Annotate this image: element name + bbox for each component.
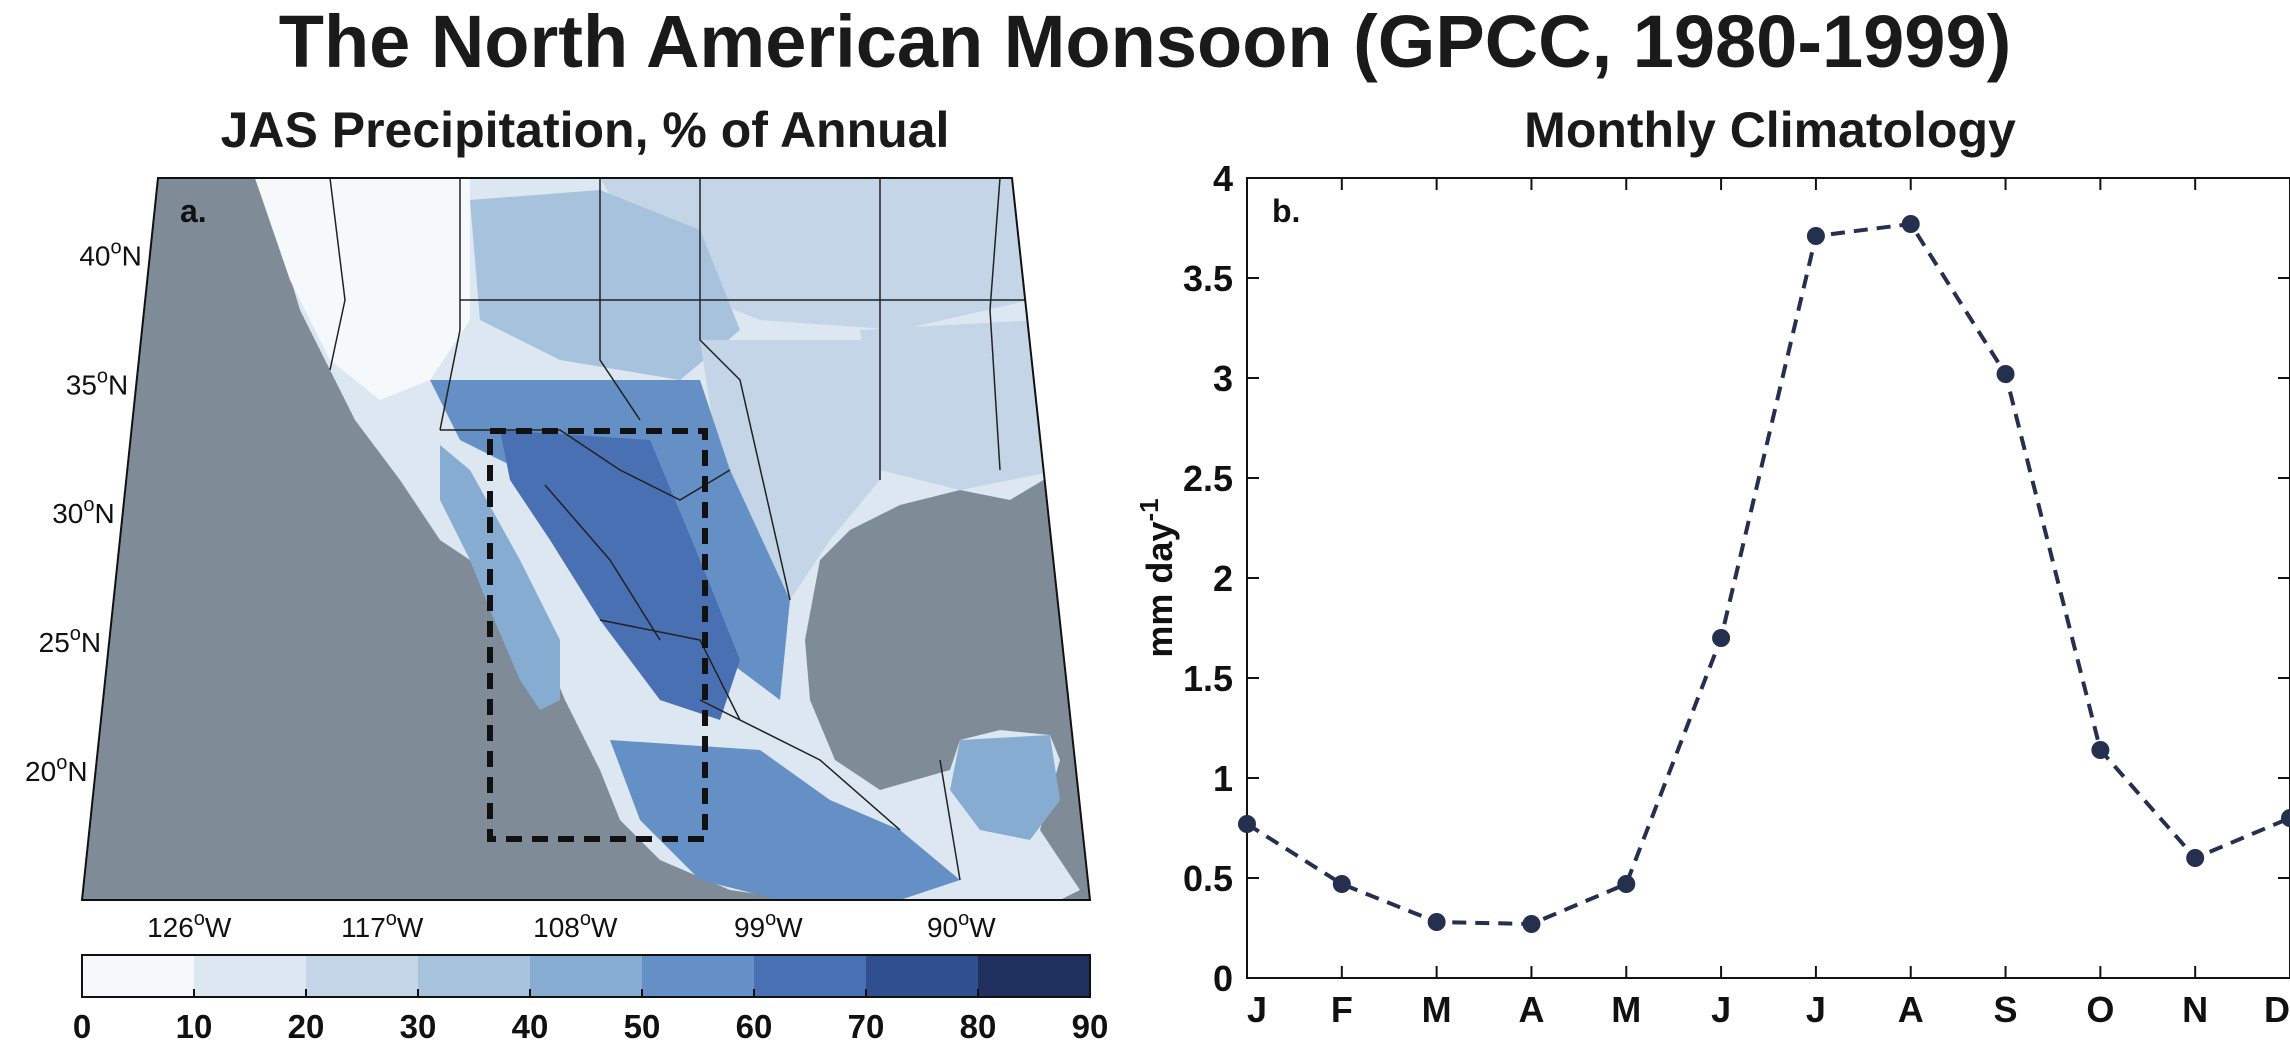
y-tick-label-2: 1 <box>1213 758 1233 799</box>
colorbar-tick-label-3: 30 <box>400 1008 437 1045</box>
colorbar-tick-label-0: 0 <box>73 1008 91 1045</box>
series-line <box>1245 221 2290 927</box>
colorbar-segment-8 <box>978 955 1091 997</box>
x-tick-label-0: J <box>1247 989 1267 1030</box>
data-point-3 <box>1522 915 1541 933</box>
colorbar-tick-label-7: 70 <box>848 1008 885 1045</box>
colorbar-segment-6 <box>754 955 867 997</box>
data-point-9 <box>2091 741 2110 759</box>
data-point-10 <box>2186 849 2205 867</box>
lat-tick-label-2: 30oN <box>52 494 115 529</box>
lon-tick-label-1: 117oW <box>341 908 424 943</box>
y-tick-label-0: 0 <box>1213 958 1233 999</box>
region-yucatan <box>950 735 1060 840</box>
colorbar-segment-2 <box>306 955 419 997</box>
colorbar-segment-5 <box>642 955 755 997</box>
y-tick-label-7: 3.5 <box>1183 258 1233 299</box>
series-markers <box>1238 215 2290 933</box>
x-tick-label-5: J <box>1711 989 1731 1030</box>
map-frame <box>80 177 1092 901</box>
line-chart-panel: b. 0 0.5 1 1.5 2 2.5 3 3.5 4 J F M A M J J A S O N D mm day… <box>1134 158 2290 1030</box>
data-point-1 <box>1332 875 1351 893</box>
lat-tick-label-3: 25oN <box>39 623 102 658</box>
y-axis-label-text: mm day <box>1139 522 1180 658</box>
longitude-ticks: 126oW 117oW 108oW 99oW 90oW <box>147 908 996 943</box>
colorbar-segment-4 <box>530 955 643 997</box>
baja-california <box>440 445 560 710</box>
data-point-0 <box>1238 815 1256 833</box>
colorbar-segment-0 <box>82 955 195 997</box>
colorbar-tick-label-2: 20 <box>288 1008 325 1045</box>
map-panel-title: JAS Precipitation, % of Annual <box>220 102 950 158</box>
climatology-panel-title: Monthly Climatology <box>1524 102 2016 158</box>
line-plot-frame <box>1246 177 2290 979</box>
data-point-5 <box>1712 629 1731 647</box>
y-tick-label-6: 3 <box>1213 358 1233 399</box>
colorbar-tick-label-8: 80 <box>960 1008 997 1045</box>
colorbar-frame <box>81 954 1091 998</box>
colorbar: 0 10 20 30 40 50 60 70 80 90 <box>73 954 1109 1045</box>
data-point-4 <box>1617 875 1636 893</box>
x-tick-label-11: D <box>2264 989 2290 1030</box>
colorbar-segment-1 <box>194 955 307 997</box>
region-colorado-plateau <box>470 190 740 380</box>
x-tick-label-4: M <box>1611 989 1641 1030</box>
analysis-region-box <box>487 428 708 842</box>
data-point-2 <box>1427 913 1446 931</box>
colorbar-tick-label-4: 40 <box>512 1008 549 1045</box>
y-tick-label-8: 4 <box>1213 158 1233 199</box>
y-axis-label: mm day-1 <box>1134 498 1180 657</box>
colorbar-segment-7 <box>866 955 979 997</box>
y-tick-label-3: 1.5 <box>1183 658 1233 699</box>
lon-tick-label-3: 99oW <box>734 908 803 943</box>
data-point-6 <box>1806 227 1825 245</box>
map-land <box>255 178 1080 900</box>
colorbar-tick-label-5: 50 <box>624 1008 661 1045</box>
colorbar-tick-label-9: 90 <box>1072 1008 1109 1045</box>
lat-tick-label-4: 20oN <box>25 752 88 787</box>
x-tick-label-9: O <box>2086 989 2114 1030</box>
colorbar-tick-label-1: 10 <box>176 1008 213 1045</box>
y-tick-label-5: 2.5 <box>1183 458 1233 499</box>
latitude-ticks: 40oN 35oN 30oN 25oN 20oN <box>25 236 142 787</box>
map-panel-label: a. <box>180 193 207 229</box>
y-tick-label-1: 0.5 <box>1183 858 1233 899</box>
lon-tick-label-4: 90oW <box>927 908 996 943</box>
y-tick-label-4: 2 <box>1213 558 1233 599</box>
lon-tick-label-2: 108oW <box>533 908 618 943</box>
y-axis-label-superscript: -1 <box>1134 498 1164 521</box>
figure-title: The North American Monsoon (GPCC, 1980-1… <box>278 0 2012 83</box>
x-tick-label-7: A <box>1898 989 1924 1030</box>
x-tick-label-6: J <box>1806 989 1826 1030</box>
colorbar-segment-3 <box>418 955 531 997</box>
y-axis-ticks: 0 0.5 1 1.5 2 2.5 3 3.5 4 <box>1183 158 2290 999</box>
lat-tick-label-1: 35oN <box>66 365 129 400</box>
political-borders <box>329 178 1040 881</box>
x-tick-label-3: A <box>1518 989 1544 1030</box>
x-tick-label-2: M <box>1422 989 1452 1030</box>
lon-tick-label-0: 126oW <box>147 908 232 943</box>
data-point-7 <box>1901 215 1920 233</box>
region-gulf-coast <box>860 320 1060 490</box>
colorbar-tick-label-6: 60 <box>736 1008 773 1045</box>
lat-tick-label-0: 40oN <box>79 236 142 271</box>
data-point-11 <box>2281 809 2290 827</box>
line-panel-label: b. <box>1272 193 1300 229</box>
x-tick-label-8: S <box>1994 989 2018 1030</box>
map-panel: a. 40oN 35oN 30oN 25oN 20oN 126oW 117oW 108oW 9… <box>25 177 1109 1045</box>
region-pacific-northwest <box>255 178 470 400</box>
x-tick-label-1: F <box>1331 989 1353 1030</box>
data-point-8 <box>1996 365 2015 383</box>
x-tick-label-10: N <box>2182 989 2208 1030</box>
region-southern-mexico <box>610 740 960 900</box>
